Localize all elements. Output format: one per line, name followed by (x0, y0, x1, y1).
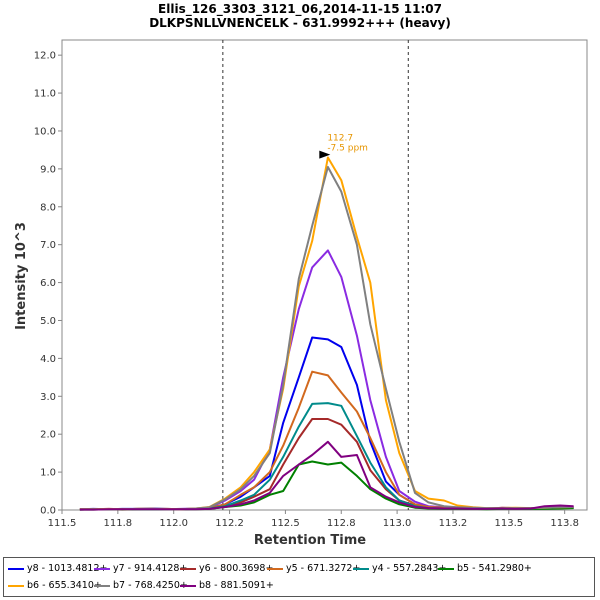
peak-marker-icon (319, 150, 331, 159)
x-tick-label: 111.8 (104, 518, 133, 529)
peak-annotation: 112.7-7.5 ppm (319, 134, 368, 159)
x-tick-label: 111.5 (48, 518, 77, 529)
x-tick-label: 112.0 (159, 518, 188, 529)
chart-subtitle: DLKPSNLLVNENCELK - 631.9992+++ (heavy) (149, 16, 451, 30)
series-line-b8 (79, 440, 574, 511)
peak-boundaries (222, 40, 409, 510)
legend-swatch (180, 584, 196, 587)
y-tick-label: 9.0 (40, 164, 56, 175)
x-tick-label: 112.5 (271, 518, 300, 529)
y-tick-label: 10.0 (34, 126, 56, 137)
legend-label: y5 - 671.3272+ (286, 563, 361, 574)
legend-label: y8 - 1013.4812+ (27, 563, 108, 574)
x-tick-label: 113.8 (550, 518, 579, 529)
legend-item: y4 - 557.2843+ (353, 563, 446, 574)
y-tick-label: 12.0 (34, 51, 56, 62)
x-tick-label: 113.5 (494, 518, 523, 529)
legend: y8 - 1013.4812+ y7 - 914.4128+ y6 - 800.36… (3, 557, 595, 597)
legend-swatch (180, 567, 196, 570)
peak-retention-time: 112.7 (327, 134, 353, 144)
legend-label: b5 - 541.2980+ (457, 563, 532, 574)
y-tick-label: 0.0 (40, 506, 56, 517)
y-axis: 0.0 1.0 2.0 3.0 4.0 5.0 6.0 7.0 8.0 9.0 10.0 11.0 12… (34, 51, 62, 517)
x-tick-label: 112.8 (327, 518, 356, 529)
legend-swatch (438, 567, 454, 570)
legend-label: y7 - 914.4128+ (113, 563, 188, 574)
legend-item: y5 - 671.3272+ (267, 563, 360, 574)
legend-item: b6 - 655.3410+ (8, 580, 102, 591)
y-tick-label: 1.0 (40, 468, 56, 479)
y-tick-label: 6.0 (40, 278, 56, 289)
legend-swatch (8, 584, 24, 587)
y-tick-label: 3.0 (40, 392, 56, 403)
legend-label: b7 - 768.4250+ (113, 580, 188, 591)
chart-title: Ellis_126_3303_3121_06,2014-11-15 11:07 (158, 2, 442, 17)
legend-swatch (353, 567, 369, 570)
legend-item: y7 - 914.4128+ (94, 563, 187, 574)
peak-mass-error: -7.5 ppm (327, 144, 368, 154)
y-tick-label: 5.0 (40, 316, 56, 327)
legend-swatch (267, 567, 283, 570)
plot-area (61, 39, 588, 511)
legend-item: y8 - 1013.4812+ (8, 563, 107, 574)
legend-item: b7 - 768.4250+ (94, 580, 188, 591)
x-tick-label: 112.2 (215, 518, 244, 529)
y-tick-label: 11.0 (34, 89, 56, 100)
x-axis-label: Retention Time (254, 533, 366, 548)
y-tick-label: 2.0 (40, 430, 56, 441)
x-tick-label: 113.0 (383, 518, 412, 529)
legend-label: y6 - 800.3698+ (199, 563, 274, 574)
legend-label: y4 - 557.2843+ (372, 563, 447, 574)
legend-swatch (94, 584, 110, 587)
legend-item: y6 - 800.3698+ (180, 563, 273, 574)
x-axis: 111.5 111.8 112.0 112.2 112.5 112.8 113.0 113.2… (48, 510, 579, 529)
x-tick-label: 113.2 (439, 518, 468, 529)
legend-label: b8 - 881.5091+ (199, 580, 274, 591)
y-tick-label: 7.0 (40, 240, 56, 251)
y-tick-label: 8.0 (40, 202, 56, 213)
legend-label: b6 - 655.3410+ (27, 580, 102, 591)
y-tick-label: 4.0 (40, 354, 56, 365)
legend-swatch (8, 567, 24, 570)
series-lines (79, 156, 574, 511)
legend-swatch (94, 567, 110, 570)
legend-item: b5 - 541.2980+ (438, 563, 532, 574)
legend-item: b8 - 881.5091+ (180, 580, 274, 591)
y-axis-label: Intensity 10^3 (14, 222, 29, 330)
